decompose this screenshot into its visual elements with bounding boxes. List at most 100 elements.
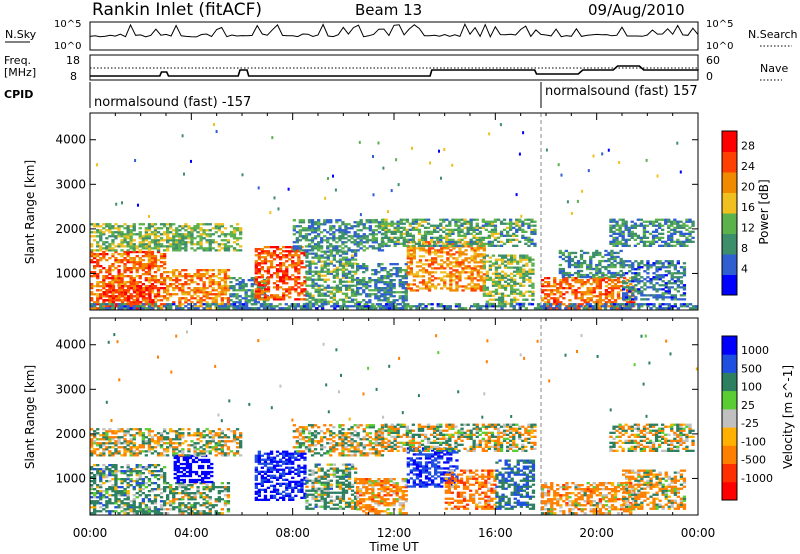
scatter-cell: [470, 259, 474, 262]
scatter-cell: [356, 267, 360, 270]
scatter-cell: [631, 294, 635, 297]
scatter-cell: [205, 269, 209, 272]
scatter-cell: [628, 270, 632, 273]
scatter-cell: [524, 307, 528, 310]
scatter-cell: [320, 245, 324, 248]
scatter-cell: [443, 275, 447, 278]
scatter-cell: [386, 291, 390, 294]
scatter-cell: [461, 289, 465, 292]
freq-tick-bottom: 8: [70, 70, 77, 83]
scatter-cell: [208, 281, 212, 284]
scatter-cell: [301, 221, 306, 224]
scatter-cell: [217, 235, 221, 238]
scatter-cell: [120, 506, 124, 509]
scatter-cell: [592, 253, 596, 257]
scatter-cell: [239, 237, 243, 240]
scatter-cell: [123, 271, 127, 274]
scatter-cell: [448, 242, 452, 245]
scatter-cell: [639, 218, 643, 221]
scatter-cell: [262, 307, 267, 310]
scatter-cell: [135, 245, 139, 248]
scatter-cell: [347, 284, 352, 287]
scatter-cell: [670, 260, 674, 263]
scatter-cell: [461, 285, 465, 288]
scatter-cell: [150, 283, 155, 286]
scatter-cell: [365, 295, 369, 298]
scatter-cell: [655, 268, 659, 271]
scatter-cell: [260, 305, 264, 308]
scatter-cell: [314, 300, 318, 303]
scatter-cell: [574, 293, 578, 296]
scatter-cell: [250, 295, 254, 298]
scatter-cell: [350, 227, 354, 230]
scatter-cell: [368, 279, 372, 282]
scatter-cell: [682, 240, 686, 243]
scatter-cell: [291, 260, 295, 263]
scatter-cell: [308, 300, 312, 303]
scatter-cell: [285, 288, 289, 291]
scatter-cell: [311, 284, 315, 287]
scatter-cell: [254, 278, 258, 281]
scatter-cell: [570, 273, 575, 277]
scatter-cell: [490, 222, 495, 225]
scatter-cell: [169, 223, 173, 226]
scatter-cell: [181, 235, 185, 238]
scatter-cell: [646, 303, 650, 306]
scatter-cell: [519, 284, 523, 287]
scatter-cell: [144, 273, 148, 276]
scatter-cell: [288, 290, 292, 293]
scatter-cell: [130, 301, 134, 304]
scatter-cell: [120, 273, 124, 276]
scatter-cell: [589, 259, 593, 263]
scatter-cell: [285, 254, 289, 257]
scatter-cell: [205, 307, 209, 310]
scatter-cell: [226, 277, 231, 280]
scatter-cell: [618, 228, 622, 231]
scatter-cell: [202, 287, 206, 290]
scatter-cell: [93, 500, 97, 503]
scatter-cell: [676, 272, 680, 275]
scatter-cell: [512, 234, 516, 237]
scatter-cell: [443, 283, 447, 286]
scatter-cell: [509, 305, 513, 308]
scatter-cell: [279, 258, 283, 261]
scatter-cell: [561, 275, 565, 279]
scatter-cell: [96, 303, 100, 306]
scatter-cell: [254, 282, 258, 285]
scatter-cell: [661, 292, 665, 295]
scatter-cell: [655, 294, 659, 297]
scatter-cell: [114, 468, 118, 471]
scatter-cell: [478, 230, 482, 233]
scatter-cell: [420, 224, 425, 227]
scatter-cell: [500, 300, 505, 303]
scatter-cell: [570, 303, 574, 306]
scatter-cell: [519, 290, 523, 293]
scatter-cell: [464, 285, 468, 288]
scatter-cell: [676, 220, 680, 223]
scatter-cell: [565, 305, 569, 308]
scatter-cell: [344, 272, 349, 275]
scatter-cell: [658, 262, 662, 265]
scatter-cell: [147, 257, 152, 260]
scatter-cell: [305, 294, 309, 297]
scatter-cell: [493, 226, 498, 229]
scatter-cell: [374, 273, 378, 276]
scatter-cell: [117, 297, 121, 300]
scatter-cell: [342, 303, 346, 306]
scatter-cell: [178, 273, 182, 276]
scatter-cell: [427, 285, 432, 288]
scatter-cell: [595, 263, 599, 267]
scatter-cell: [126, 225, 130, 228]
scatter-cell: [99, 269, 103, 272]
scatter-cell: [451, 238, 455, 241]
scatter-cell: [476, 261, 480, 264]
scatter-cell: [646, 280, 650, 283]
scatter-cell: [417, 232, 422, 235]
scatter-cell: [679, 272, 684, 275]
scatter-cell: [424, 307, 428, 310]
scatter-cell: [153, 295, 158, 298]
scatter-cell: [393, 222, 397, 225]
scatter-cell: [123, 259, 127, 262]
scatter-cell: [220, 293, 224, 296]
scatter-cell: [362, 283, 366, 286]
